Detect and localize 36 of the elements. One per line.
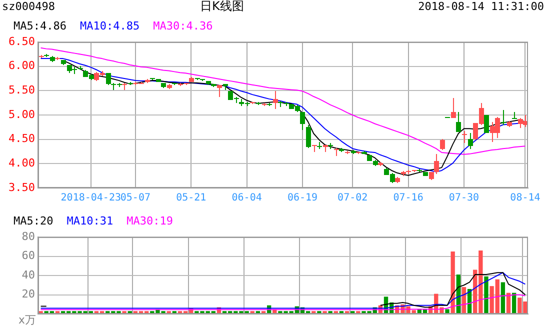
- x-tick-label: 05-07: [120, 192, 150, 204]
- text: MA30:4.36: [153, 19, 213, 32]
- bar: [445, 309, 450, 314]
- y-tick-label: 3.50: [8, 180, 35, 194]
- text: 2018-08-14 11:31:00: [418, 0, 544, 13]
- candlestick: [462, 131, 467, 143]
- candlestick: [501, 110, 506, 125]
- y-tick-label: 4.00: [8, 156, 35, 170]
- x-tick-label: 06-04: [232, 192, 262, 204]
- y-tick-label: 40: [22, 268, 35, 282]
- text: MA30:19: [126, 214, 173, 228]
- y-tick-label: 5.50: [8, 84, 35, 97]
- y-tick-label: 80: [22, 230, 35, 243]
- x-tick-label: 08-14: [510, 192, 540, 204]
- y-tick-label: 5.00: [8, 108, 35, 121]
- x-tick-label: 07-30: [448, 192, 480, 204]
- bar: [450, 251, 455, 314]
- chart-title: 日K线图: [200, 0, 244, 13]
- text: MA5:20: [14, 214, 54, 228]
- x-tick-label: 05-21: [176, 192, 206, 204]
- x-tick-label: 07-16: [393, 192, 424, 204]
- chart-subtitle: sz000498: [2, 0, 55, 13]
- y-tick-label: 4.50: [8, 132, 35, 146]
- y-tick-label: 6.00: [8, 59, 35, 72]
- text: MA10:31: [66, 214, 114, 228]
- text: MA5:4.86: [14, 19, 66, 32]
- x-tick-label: 07-02: [338, 192, 368, 204]
- y-tick-label: 6.50: [8, 34, 35, 48]
- y-axis-title: x万: [18, 313, 36, 326]
- text: MA10:4.85: [80, 19, 140, 32]
- x-tick-label: 2018-04-23: [60, 192, 122, 204]
- y-tick-label: 20: [22, 288, 35, 301]
- x-tick-label: 06-19: [287, 192, 318, 204]
- bar: [500, 282, 506, 314]
- y-tick-label: 60: [22, 249, 35, 262]
- bar: [484, 276, 488, 314]
